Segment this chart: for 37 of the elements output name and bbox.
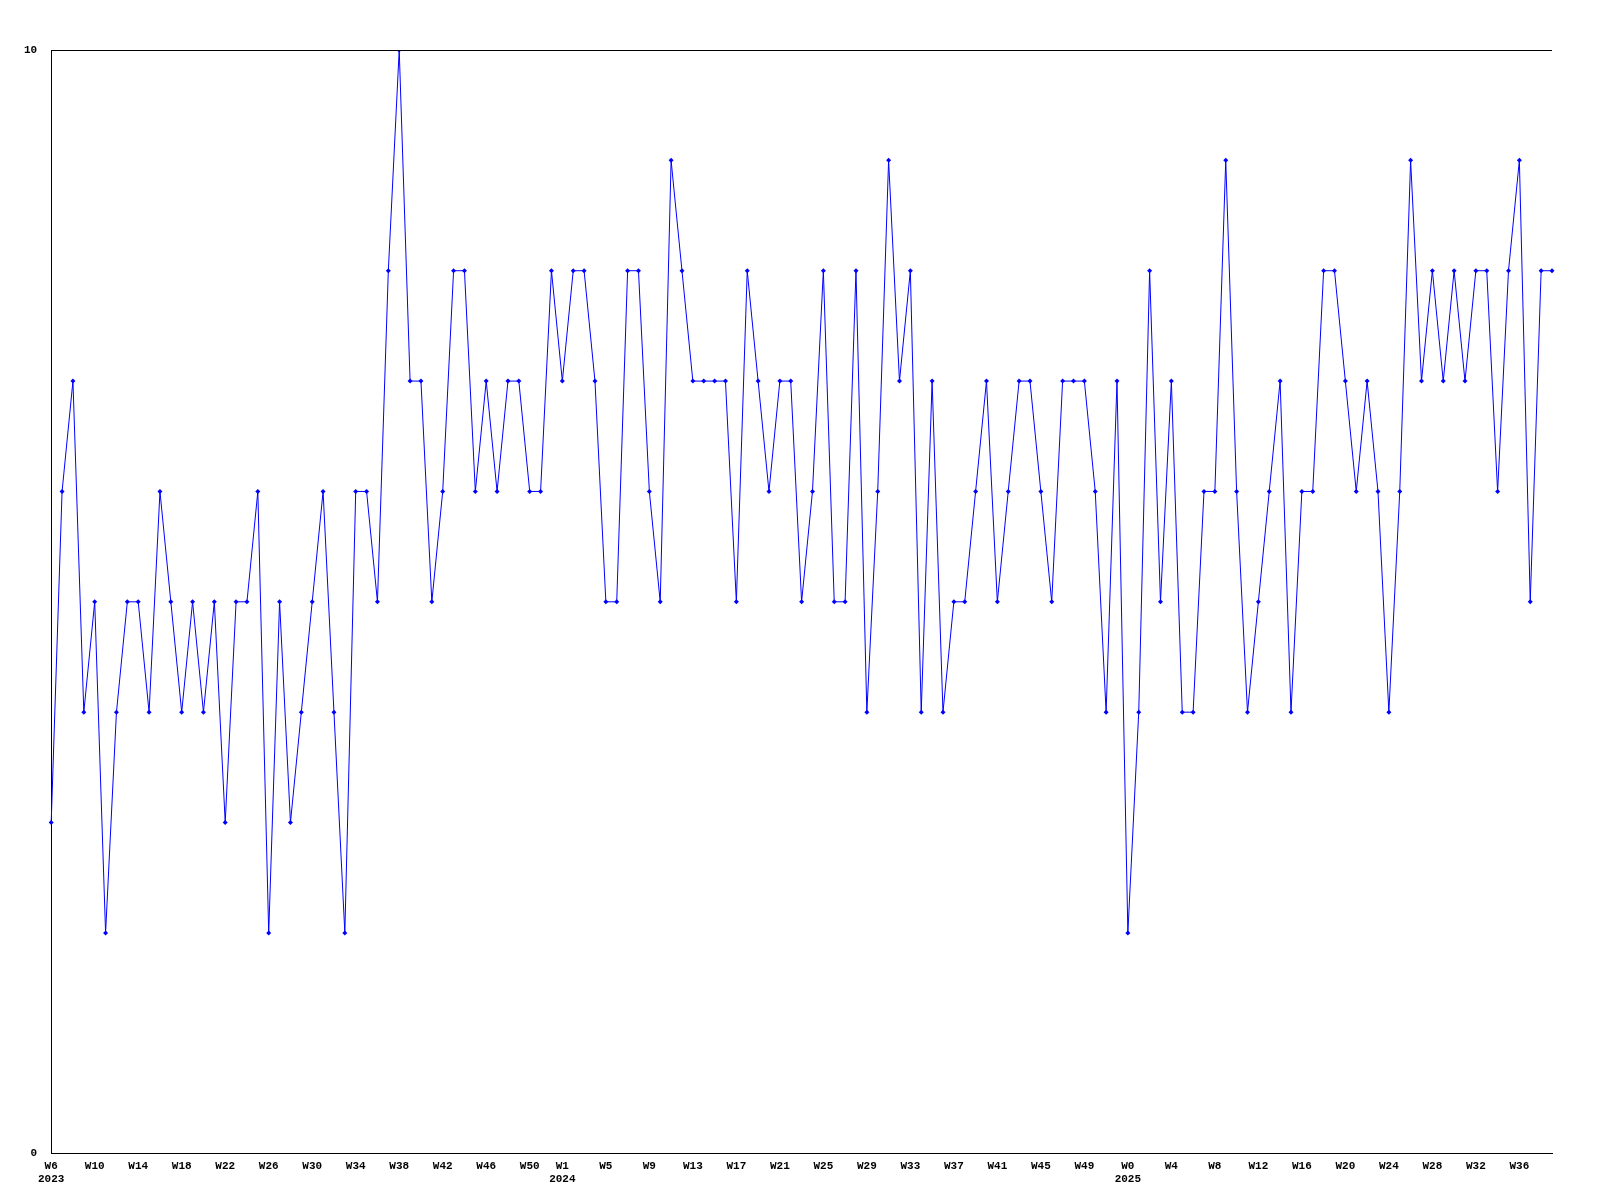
x-tick-label: W33 (900, 1159, 921, 1172)
x-tick-label: W9 (642, 1159, 656, 1172)
x-tick-label: W45 (1030, 1159, 1052, 1172)
x-tick-label: W0 2025 (1114, 1159, 1142, 1186)
x-tick-label: W46 (476, 1159, 497, 1172)
x-tick-label: W50 (519, 1159, 540, 1172)
x-tick-label: W1 2024 (549, 1159, 576, 1186)
x-tick-label: W37 (943, 1159, 964, 1172)
y-tick-label: 0 (30, 1147, 38, 1160)
x-tick-label: W28 (1422, 1159, 1443, 1172)
x-tick-label: W32 (1465, 1159, 1486, 1172)
x-tick-label: W14 (128, 1159, 149, 1172)
x-tick-label: W24 (1378, 1159, 1400, 1172)
x-tick-label: W18 (171, 1159, 192, 1172)
x-tick-label: W38 (389, 1159, 410, 1172)
x-tick-label: W22 (215, 1159, 236, 1172)
x-tick-label: W41 (987, 1159, 1008, 1172)
x-tick-label: W13 (682, 1159, 704, 1172)
y-tick-label: 10 (24, 43, 38, 56)
x-tick-label: W29 (856, 1159, 877, 1172)
x-tick-label: W20 (1335, 1159, 1356, 1172)
x-tick-label: W8 (1208, 1159, 1222, 1172)
x-tick-label: W30 (302, 1159, 323, 1172)
x-tick-label: W26 (258, 1159, 279, 1172)
x-tick-label: W36 (1509, 1159, 1530, 1172)
x-tick-label: W34 (345, 1159, 367, 1172)
x-tick-label: W12 (1248, 1159, 1269, 1172)
x-tick-label: W49 (1074, 1159, 1095, 1172)
x-tick-label: W16 (1291, 1159, 1312, 1172)
x-tick-label: W6 2023 (38, 1159, 65, 1186)
x-tick-label: W21 (769, 1159, 791, 1172)
x-tick-label: W4 (1164, 1159, 1179, 1172)
x-tick-label: W5 (599, 1159, 613, 1172)
x-tick-label: W42 (432, 1159, 453, 1172)
x-tick-label: W25 (813, 1159, 834, 1172)
x-tick-label: W10 (84, 1159, 105, 1172)
x-tick-label: W17 (726, 1159, 747, 1172)
